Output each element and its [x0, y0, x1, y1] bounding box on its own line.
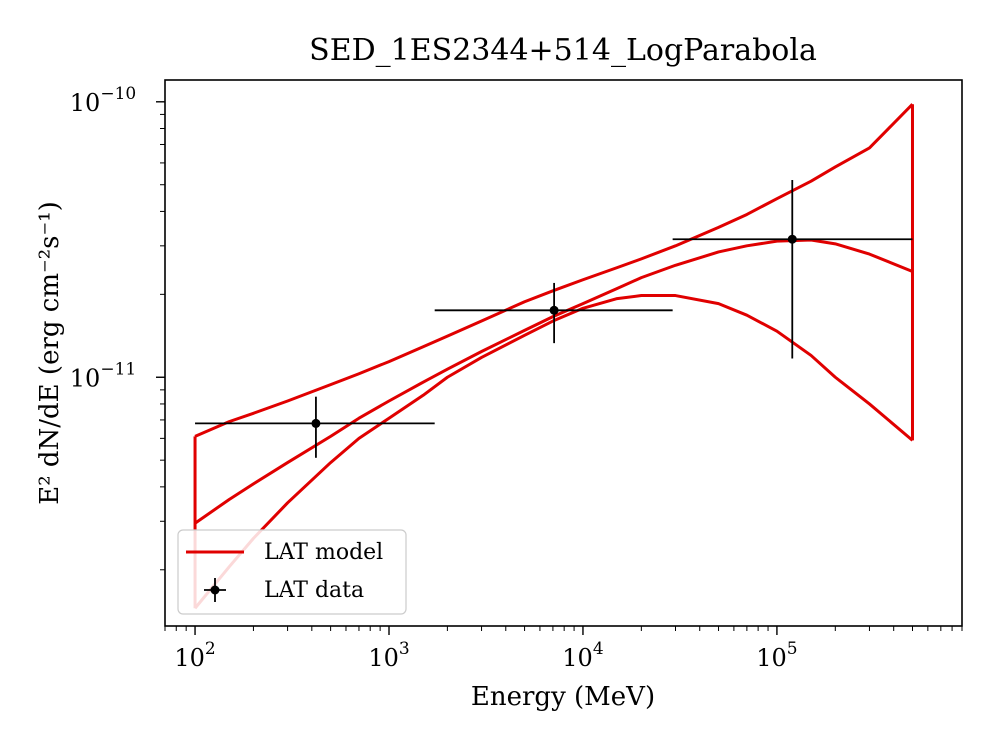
y-tick-label: 10−11 [70, 359, 136, 392]
plot-clip-group [193, 103, 914, 610]
axes: 102 103 104 105 10−11 10−10 [70, 79, 963, 672]
y-tick-label: 10−10 [70, 84, 136, 117]
legend: LAT model LAT data [177, 529, 407, 615]
data-point-1 [195, 396, 435, 458]
chart-title: SED_1ES2344+514_LogParabola [309, 33, 817, 68]
data-marker [787, 234, 797, 244]
data-point-3 [672, 180, 913, 359]
legend-data-marker [210, 585, 220, 595]
data-marker [311, 418, 321, 428]
data-marker [549, 305, 559, 315]
x-tick-label: 105 [756, 639, 797, 672]
plot-area [193, 103, 914, 610]
legend-entry-data: LAT data [204, 578, 364, 603]
x-tick-label: 103 [368, 639, 409, 672]
model-upper-line [194, 103, 914, 438]
x-axis-label: Energy (MeV) [471, 682, 655, 712]
legend-model-label: LAT model [264, 540, 383, 565]
x-tick-label: 104 [562, 639, 603, 672]
legend-data-label: LAT data [264, 578, 364, 603]
x-tick-label: 102 [174, 639, 215, 672]
y-axis-label: E² dN/dE (erg cm⁻²s⁻¹) [35, 201, 65, 505]
model-middle-line [194, 238, 914, 525]
legend-entry-model: LAT model [186, 540, 383, 565]
model-lower-line [193, 294, 914, 610]
axes-frame [164, 79, 963, 627]
data-point-2 [434, 282, 673, 344]
